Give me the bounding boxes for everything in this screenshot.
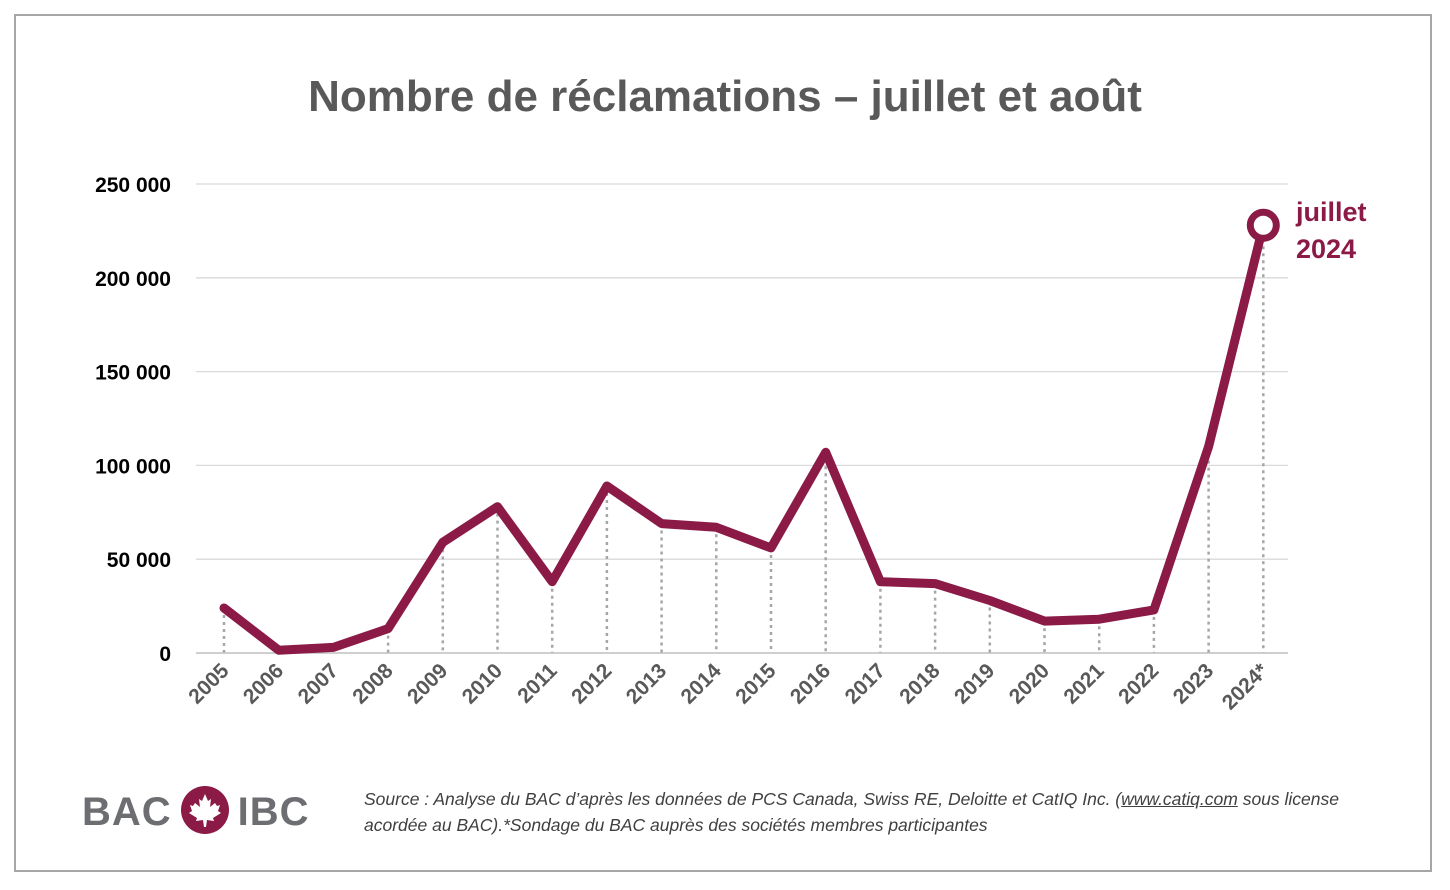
x-tick-label: 2015 — [731, 659, 781, 709]
x-tick-label: 2019 — [950, 659, 999, 708]
gridlines — [196, 183, 1288, 560]
y-tick-label: 100 000 — [95, 455, 171, 478]
x-tick-label: 2008 — [348, 659, 398, 709]
annotation-line1: juillet — [1295, 197, 1367, 227]
x-tick-label: 2024* — [1218, 659, 1274, 715]
x-axis-ticks: 2005 2006 2007 2008 2009 2010 2011 2012 2013 2014… — [184, 659, 1273, 715]
source-text-4: sous — [1237, 789, 1285, 809]
x-tick-label: 2016 — [786, 659, 835, 708]
series-line-path — [219, 220, 1268, 655]
x-tick-label: 2018 — [895, 659, 945, 709]
x-tick-label: 2010 — [458, 659, 507, 708]
source-text-license: license acordée — [364, 789, 1340, 835]
x-tick-label: 2006 — [239, 659, 288, 708]
source-text-1: Source : Analyse du BAC d’après les donn… — [364, 789, 864, 809]
x-tick-label: 2023 — [1169, 659, 1218, 708]
maple-leaf-icon — [180, 785, 230, 840]
x-tick-label: 2013 — [622, 659, 671, 708]
x-tick-label: 2012 — [567, 659, 616, 708]
y-axis-ticks: 0 50 000 100 000 150 000 200 000 250 000 — [95, 174, 171, 666]
data-point-marker-end — [1246, 208, 1280, 242]
x-tick-label: 2014 — [677, 659, 727, 709]
y-tick-label: 50 000 — [107, 549, 171, 572]
source-text-swiss: Swiss — [863, 789, 910, 809]
chart-title: Nombre de réclamations – juillet et août — [308, 72, 1142, 121]
x-tick-label: 2022 — [1114, 659, 1163, 708]
chart-frame — [14, 14, 1432, 872]
y-tick-label: 200 000 — [95, 268, 171, 291]
series-line — [219, 208, 1280, 655]
source-note: Source : Analyse du BAC d’après les donn… — [364, 786, 1374, 838]
y-tick-label: 250 000 — [95, 174, 171, 197]
x-tick-label: 2005 — [184, 659, 234, 709]
logo-bac-text: BAC — [82, 789, 172, 834]
bac-ibc-logo: BAC IBC — [82, 785, 310, 836]
x-tick-label: 2021 — [1059, 659, 1109, 709]
source-text-3: Inc. ( — [1077, 789, 1122, 809]
source-text-2: RE, Deloitte et — [909, 789, 1032, 809]
source-link[interactable]: www.catiq.com — [1121, 789, 1238, 809]
y-tick-label: 0 — [159, 643, 171, 666]
y-tick-label: 150 000 — [95, 362, 171, 385]
annotation-line2: 2024 — [1296, 234, 1356, 264]
source-text-5: au BAC).*Sondage du BAC auprès des socié… — [427, 815, 988, 835]
x-tick-label: 2020 — [1005, 659, 1054, 708]
source-text-catiq: CatIQ — [1031, 789, 1078, 809]
logo-ibc-text: IBC — [237, 789, 310, 834]
x-tick-label: 2009 — [403, 659, 452, 708]
x-tick-label: 2017 — [841, 659, 890, 708]
annotation: juillet 2024 — [1295, 197, 1367, 264]
x-tick-label: 2011 — [513, 659, 562, 708]
x-tick-label: 2007 — [294, 659, 343, 708]
drop-lines — [222, 225, 1265, 653]
